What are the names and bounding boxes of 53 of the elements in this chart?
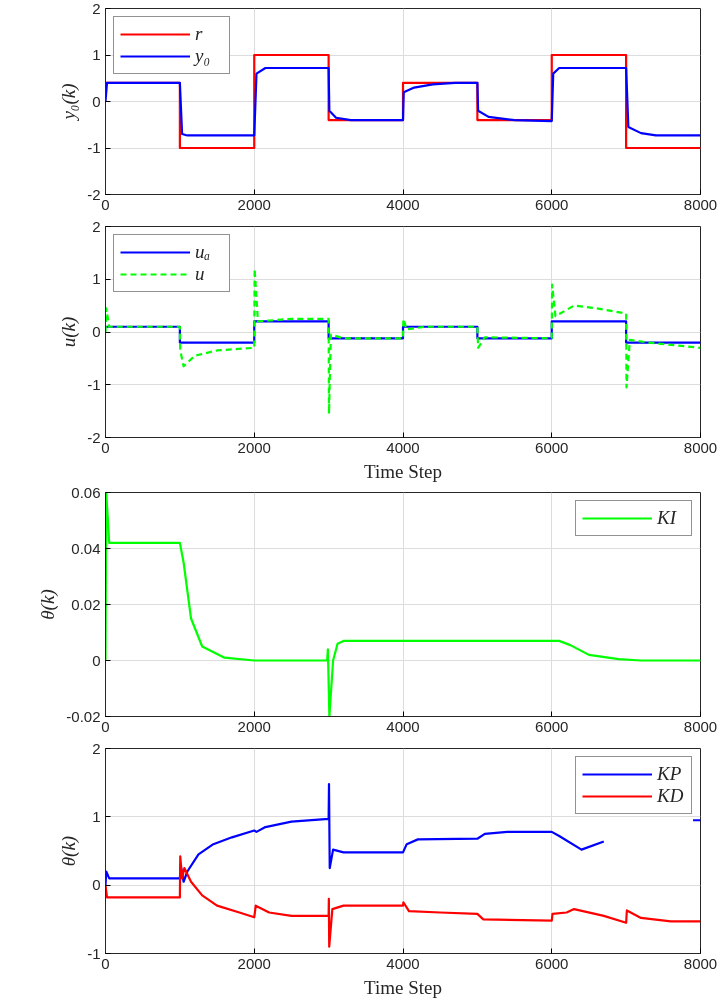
legend-label: u [195, 263, 206, 285]
y-tick-label: 0.06 [71, 483, 101, 501]
y-tick-label: 1 [92, 807, 101, 825]
x-axis-title: Time Step [364, 460, 442, 482]
y-axis-title: y₀(k) [58, 83, 81, 122]
x-tick-label: 6000 [535, 717, 569, 735]
y-tick-label: -2 [87, 428, 101, 446]
y-tick-label: 2 [92, 217, 101, 235]
x-tick-label: 6000 [535, 438, 569, 456]
x-tick-label: 8000 [683, 438, 718, 456]
legend-label: KD [657, 785, 685, 807]
line-series [105, 320, 701, 344]
x-axis-title: Time Step [364, 976, 442, 998]
x-tick-label: 8000 [683, 717, 718, 735]
x-tick-label: 4000 [386, 195, 420, 213]
y-tick-label: -1 [87, 375, 101, 393]
x-tick-label: 6000 [535, 195, 569, 213]
line-series [105, 66, 701, 137]
y-tick-label: 0 [92, 651, 101, 669]
line-series [105, 267, 701, 415]
y-tick-label: -1 [87, 139, 101, 156]
legend-label: uₐ [195, 241, 212, 263]
legend-label: y₀ [195, 45, 212, 67]
x-tick-label: 8000 [683, 195, 718, 213]
y-tick-label: -2 [87, 185, 101, 203]
y-tick-label: 2 [92, 739, 101, 757]
y-tick-label: 0 [92, 92, 101, 110]
legend-label: KP [657, 763, 683, 785]
line-series [105, 492, 701, 717]
line-series [105, 855, 701, 948]
x-tick-label: 2000 [237, 438, 271, 456]
x-tick-label: 4000 [386, 954, 420, 972]
x-tick-label: 2000 [237, 717, 271, 735]
x-tick-label: 6000 [535, 954, 569, 972]
y-tick-label: 0 [92, 323, 101, 340]
y-tick-label: 0 [92, 876, 101, 894]
x-tick-label: 8000 [683, 954, 718, 972]
y-tick-label: -0.02 [66, 707, 101, 725]
y-tick-label: 1 [92, 46, 101, 63]
y-tick-label: 0.04 [71, 539, 101, 557]
y-tick-label: 1 [92, 270, 101, 288]
x-tick-label: 2000 [237, 195, 271, 213]
legend-label: r [195, 23, 204, 45]
y-axis-title: θ(k) [37, 589, 60, 620]
y-axis-title: u(k) [58, 316, 81, 348]
y-axis-title: θ(k) [58, 835, 81, 867]
y-tick-label: -1 [87, 944, 101, 962]
x-tick-label: 4000 [386, 717, 420, 735]
x-tick-label: 2000 [237, 954, 271, 972]
legend-label: KI [657, 507, 678, 529]
y-tick-label: 0.02 [71, 595, 101, 613]
y-tick-label: 2 [92, 0, 101, 17]
x-tick-label: 4000 [386, 438, 420, 456]
